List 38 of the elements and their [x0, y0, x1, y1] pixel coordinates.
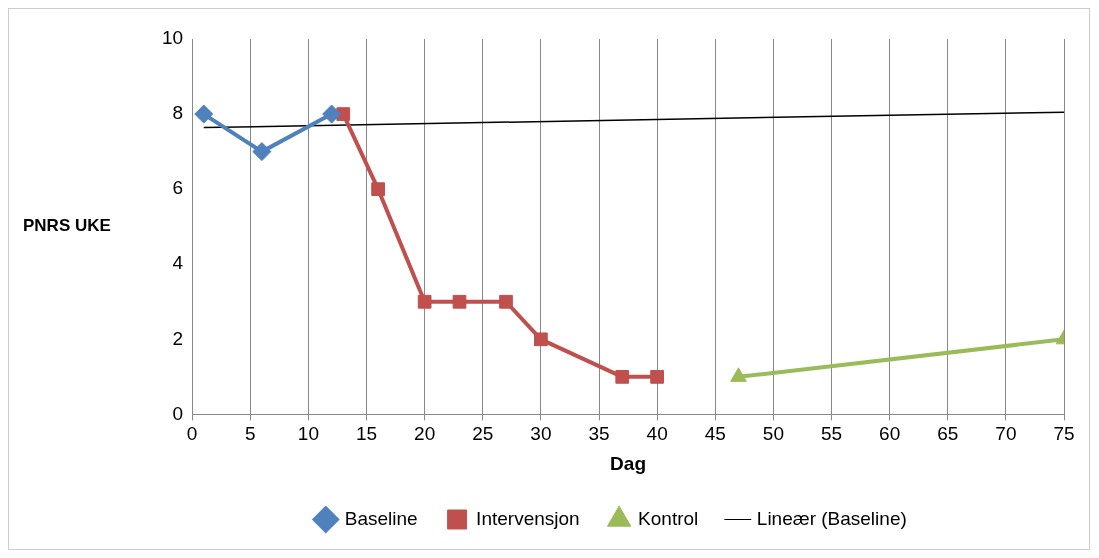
- x-tick-label: 55: [820, 423, 843, 445]
- x-tick-label: 5: [244, 423, 256, 445]
- point: [650, 370, 664, 384]
- x-tick-label: 20: [414, 423, 436, 445]
- y-tick-label: 4: [172, 252, 184, 274]
- x-tick-label: 40: [646, 423, 668, 445]
- x-tick-label: 0: [186, 423, 198, 445]
- legend-label: Lineær (Baseline): [756, 507, 907, 529]
- y-tick-label: 10: [161, 27, 184, 49]
- x-tick-label: 45: [704, 423, 726, 445]
- y-tick-label: 6: [172, 177, 184, 199]
- point: [417, 294, 432, 309]
- x-tick-label: 25: [472, 423, 494, 445]
- point: [194, 104, 214, 124]
- legend-label: Kontrol: [638, 507, 699, 529]
- point: [252, 142, 272, 162]
- x-tick-label: 70: [995, 423, 1017, 445]
- point: [534, 332, 548, 347]
- x-tick-label: 75: [1053, 423, 1075, 445]
- x-tick-label: 15: [355, 423, 378, 445]
- point: [615, 370, 630, 384]
- x-tick-label: 50: [762, 423, 784, 445]
- x-tick-label: 60: [879, 423, 901, 445]
- x-tick-label: 65: [937, 423, 959, 445]
- x-axis-title: Dag: [610, 452, 647, 474]
- legend-label: Intervensjon: [476, 507, 580, 529]
- point: [371, 182, 385, 197]
- y-tick-label: 0: [172, 402, 184, 424]
- y-axis-title: PNRS UKE: [23, 216, 111, 236]
- x-tick-label: 30: [530, 423, 552, 445]
- point: [499, 294, 513, 309]
- point: [452, 294, 467, 309]
- legend-label: Baseline: [344, 507, 418, 529]
- point: [322, 104, 342, 124]
- y-tick-label: 2: [172, 327, 184, 349]
- x-tick-label: 10: [297, 423, 319, 445]
- x-tick-label: 35: [588, 423, 610, 445]
- y-tick-label: 8: [172, 102, 184, 124]
